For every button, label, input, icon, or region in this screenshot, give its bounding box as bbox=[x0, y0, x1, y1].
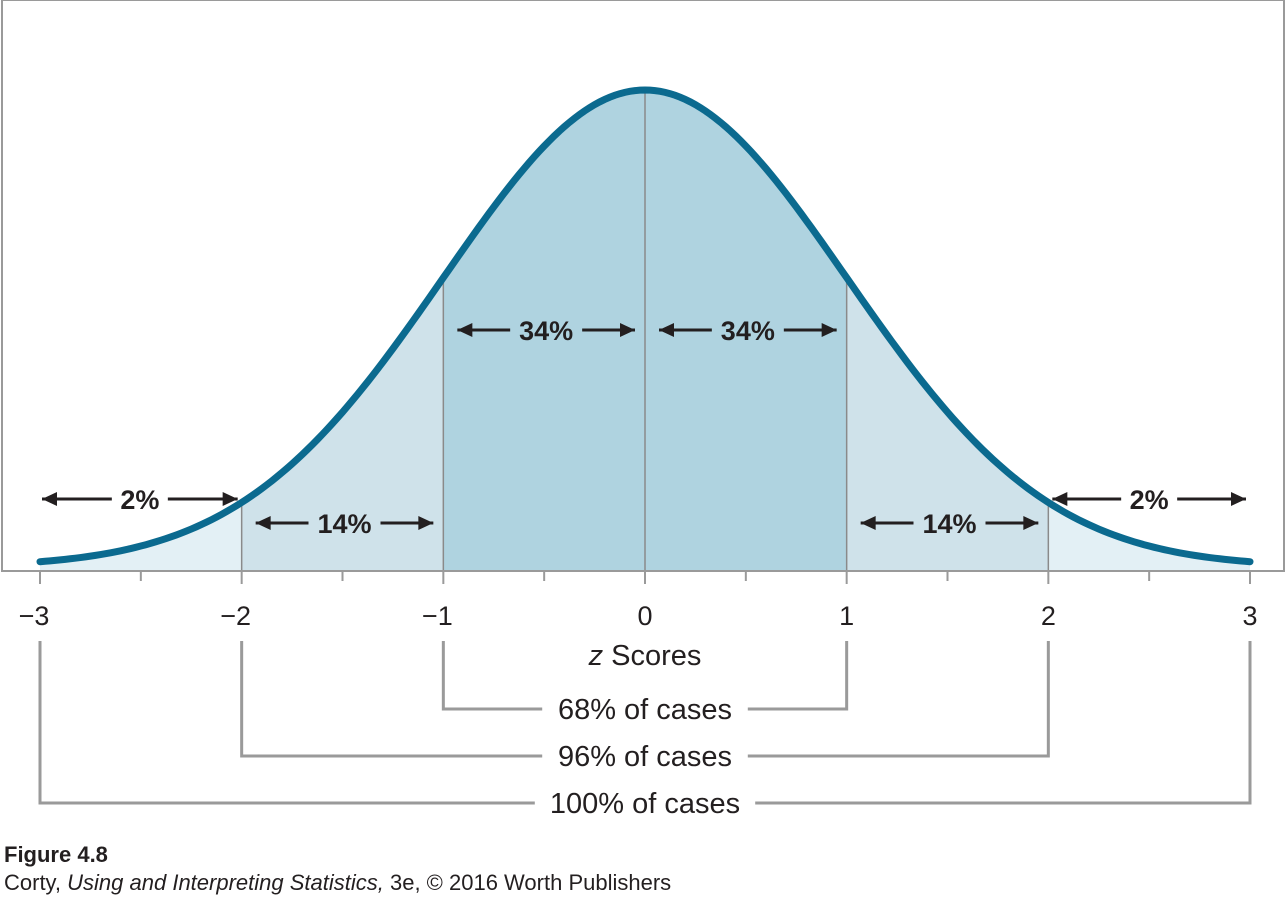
region-percent-label: 34% bbox=[721, 316, 775, 346]
figure-credit: Corty, Using and Interpreting Statistics… bbox=[4, 870, 671, 896]
right-arrow-head bbox=[821, 323, 837, 337]
right-arrow-head bbox=[1023, 516, 1039, 530]
left-arrow-head bbox=[255, 516, 271, 530]
region-percent-label: 14% bbox=[317, 509, 371, 539]
x-tick-label: 3 bbox=[1242, 601, 1257, 631]
span-left-line bbox=[240, 641, 543, 758]
region-percent-label: 2% bbox=[120, 485, 159, 515]
span-bracket-2: 100% of cases bbox=[38, 641, 1252, 820]
span-bracket-0: 68% of cases bbox=[441, 641, 849, 726]
left-arrow-head bbox=[659, 323, 674, 337]
span-label: 100% of cases bbox=[550, 788, 740, 820]
region-percent-label: 34% bbox=[519, 316, 573, 346]
right-arrow-head bbox=[1231, 492, 1246, 506]
right-arrow-head bbox=[620, 323, 635, 337]
credit-book-title: Using and Interpreting Statistics, bbox=[67, 870, 384, 895]
left-arrow-head bbox=[42, 492, 57, 506]
left-arrow-head bbox=[457, 323, 473, 337]
credit-author: Corty, bbox=[4, 870, 68, 895]
span-left-line bbox=[441, 641, 543, 711]
right-arrow-head bbox=[222, 492, 238, 506]
region-label-1: 14% bbox=[255, 509, 434, 539]
left-arrow-head bbox=[1052, 492, 1068, 506]
x-tick-label: 2 bbox=[1041, 601, 1056, 631]
span-right-line bbox=[747, 641, 849, 711]
span-bracket-1: 96% of cases bbox=[240, 641, 1050, 773]
region-percent-label: 2% bbox=[1130, 485, 1169, 515]
credit-rest: 3e, © 2016 Worth Publishers bbox=[383, 870, 672, 895]
region-label-3: 34% bbox=[659, 316, 837, 346]
right-arrow-head bbox=[418, 516, 434, 530]
region-area-0 bbox=[40, 502, 242, 571]
span-right-line bbox=[747, 641, 1050, 758]
left-arrow-head bbox=[860, 516, 876, 530]
region-label-5: 2% bbox=[1052, 485, 1246, 515]
x-axis-title: z Scores bbox=[588, 640, 702, 672]
span-label: 68% of cases bbox=[558, 694, 732, 726]
x-tick-label: −2 bbox=[220, 601, 251, 631]
x-tick-label: 0 bbox=[637, 601, 652, 631]
region-label-2: 34% bbox=[457, 316, 635, 346]
span-label: 96% of cases bbox=[558, 741, 732, 773]
region-label-0: 2% bbox=[42, 485, 238, 515]
x-tick-label: −3 bbox=[19, 601, 50, 631]
span-left-line bbox=[38, 641, 535, 805]
figure-number: Figure 4.8 bbox=[4, 842, 108, 867]
region-label-4: 14% bbox=[860, 509, 1039, 539]
x-tick-label: 1 bbox=[839, 601, 854, 631]
normal-curve bbox=[36, 86, 1254, 566]
region-area-5 bbox=[1048, 502, 1250, 571]
span-right-line bbox=[755, 641, 1252, 805]
x-tick-label: −1 bbox=[422, 601, 453, 631]
region-percent-label: 14% bbox=[922, 509, 976, 539]
